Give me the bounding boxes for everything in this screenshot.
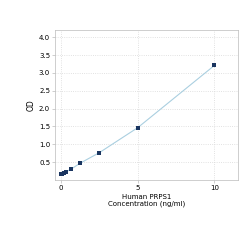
Point — [60, 172, 64, 176]
Point — [59, 172, 63, 176]
Point — [98, 150, 102, 154]
Point — [78, 161, 82, 165]
Point — [64, 170, 68, 174]
Point — [212, 63, 216, 67]
Point — [62, 171, 66, 175]
X-axis label: Human PRPS1
Concentration (ng/ml): Human PRPS1 Concentration (ng/ml) — [108, 194, 185, 207]
Y-axis label: OD: OD — [27, 99, 36, 111]
Point — [136, 126, 140, 130]
Point — [69, 167, 73, 171]
